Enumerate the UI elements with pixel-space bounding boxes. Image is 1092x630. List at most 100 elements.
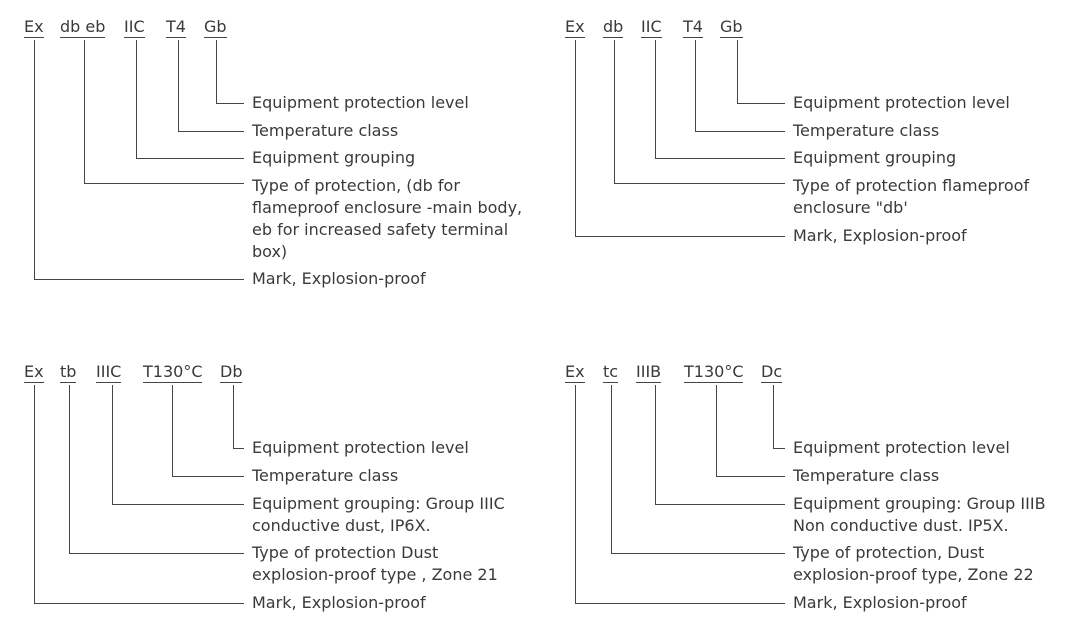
- leader-mark-h: [575, 236, 785, 237]
- token-group: IIIB: [636, 362, 662, 383]
- label-line: conductive dust, IP6X.: [252, 516, 431, 535]
- label-group: Equipment grouping: Group IIIB Non condu…: [793, 493, 1046, 537]
- label-line: explosion-proof type, Zone 22: [793, 565, 1034, 584]
- token-temperature: T4: [166, 17, 186, 38]
- token-protection: db: [603, 17, 624, 38]
- leader-group-h: [655, 504, 785, 505]
- leader-epl-v: [773, 385, 774, 448]
- label-line: Temperature class: [252, 466, 399, 485]
- label-group: Equipment grouping: Group IIIC conductiv…: [252, 493, 505, 537]
- leader-mark-h: [34, 603, 244, 604]
- label-line: Type of protection Dust: [252, 543, 439, 562]
- token-temperature: T4: [683, 17, 703, 38]
- leader-mark-v: [34, 40, 35, 279]
- leader-protection-v: [611, 385, 612, 553]
- leader-epl-h: [216, 103, 244, 104]
- leader-temp-v: [716, 385, 717, 476]
- label-protection: Type of protection, Dust explosion-proof…: [793, 542, 1034, 586]
- label-line: Type of protection, Dust: [793, 543, 985, 562]
- leader-epl-h: [233, 448, 244, 449]
- token-protection: tc: [603, 362, 619, 383]
- leader-group-h: [136, 158, 244, 159]
- label-line: Mark, Explosion-proof: [793, 226, 967, 245]
- label-protection: Type of protection Dust explosion-proof …: [252, 542, 498, 586]
- leader-group-v: [136, 40, 137, 158]
- label-group: Equipment grouping: [252, 147, 415, 169]
- leader-group-v: [655, 385, 656, 504]
- label-line: Temperature class: [793, 466, 940, 485]
- leader-protection-v: [69, 385, 70, 553]
- label-protection: Type of protection, (db for flameproof e…: [252, 175, 522, 263]
- leader-protection-h: [69, 553, 244, 554]
- label-line: Temperature class: [252, 121, 399, 140]
- label-mark: Mark, Explosion-proof: [252, 268, 426, 290]
- leader-group-v: [655, 40, 656, 158]
- leader-temp-h: [172, 476, 244, 477]
- label-line: Equipment grouping: [252, 148, 416, 167]
- token-protection: db eb: [60, 17, 106, 38]
- leader-group-v: [112, 385, 113, 504]
- token-ex: Ex: [24, 362, 44, 383]
- label-epl: Equipment protection level: [252, 437, 469, 459]
- label-line: Equipment grouping: [793, 148, 957, 167]
- leader-temp-h: [695, 131, 785, 132]
- token-epl: Gb: [204, 17, 227, 38]
- label-line: flameproof enclosure -main body,: [252, 198, 523, 217]
- leader-epl-v: [216, 40, 217, 103]
- leader-epl-h: [737, 103, 785, 104]
- leader-mark-v: [34, 385, 35, 603]
- leader-mark-h: [575, 603, 785, 604]
- label-temperature: Temperature class: [252, 120, 398, 142]
- label-line: enclosure "db': [793, 198, 908, 217]
- leader-epl-v: [233, 385, 234, 448]
- label-line: Equipment grouping: Group IIIC: [252, 494, 505, 513]
- leader-mark-v: [575, 385, 576, 603]
- token-epl: Db: [220, 362, 243, 383]
- label-mark: Mark, Explosion-proof: [793, 225, 967, 247]
- label-line: Temperature class: [793, 121, 940, 140]
- leader-mark-h: [34, 279, 244, 280]
- token-epl: Dc: [761, 362, 783, 383]
- label-epl: Equipment protection level: [252, 92, 469, 114]
- token-ex: Ex: [565, 17, 585, 38]
- label-line: explosion-proof type , Zone 21: [252, 565, 498, 584]
- label-line: Equipment protection level: [252, 93, 469, 112]
- label-group: Equipment grouping: [793, 147, 956, 169]
- leader-temp-v: [178, 40, 179, 131]
- leader-temp-v: [172, 385, 173, 476]
- leader-epl-h: [773, 448, 785, 449]
- leader-protection-v: [84, 40, 85, 183]
- label-line: Type of protection, (db for: [252, 176, 460, 195]
- token-temperature: T130°C: [684, 362, 744, 383]
- token-ex: Ex: [24, 17, 44, 38]
- label-epl: Equipment protection level: [793, 437, 1010, 459]
- label-mark: Mark, Explosion-proof: [793, 592, 967, 614]
- label-line: Equipment protection level: [252, 438, 469, 457]
- label-line: Mark, Explosion-proof: [252, 269, 426, 288]
- leader-epl-v: [737, 40, 738, 103]
- label-temperature: Temperature class: [793, 120, 939, 142]
- token-temperature: T130°C: [143, 362, 203, 383]
- label-line: Type of protection flameproof: [793, 176, 1030, 195]
- label-line: Equipment protection level: [793, 93, 1010, 112]
- label-temperature: Temperature class: [252, 465, 398, 487]
- label-temperature: Temperature class: [793, 465, 939, 487]
- leader-temp-h: [178, 131, 244, 132]
- label-line: Mark, Explosion-proof: [793, 593, 967, 612]
- label-line: eb for increased safety terminal: [252, 220, 509, 239]
- label-line: Equipment protection level: [793, 438, 1010, 457]
- leader-group-h: [112, 504, 244, 505]
- leader-group-h: [655, 158, 785, 159]
- leader-temp-h: [716, 476, 785, 477]
- label-epl: Equipment protection level: [793, 92, 1010, 114]
- label-protection: Type of protection flameproof enclosure …: [793, 175, 1029, 219]
- token-group: IIC: [641, 17, 662, 38]
- leader-protection-h: [614, 183, 785, 184]
- token-group: IIC: [124, 17, 145, 38]
- leader-temp-v: [695, 40, 696, 131]
- leader-protection-h: [611, 553, 785, 554]
- label-mark: Mark, Explosion-proof: [252, 592, 426, 614]
- token-epl: Gb: [720, 17, 743, 38]
- token-ex: Ex: [565, 362, 585, 383]
- leader-protection-h: [84, 183, 244, 184]
